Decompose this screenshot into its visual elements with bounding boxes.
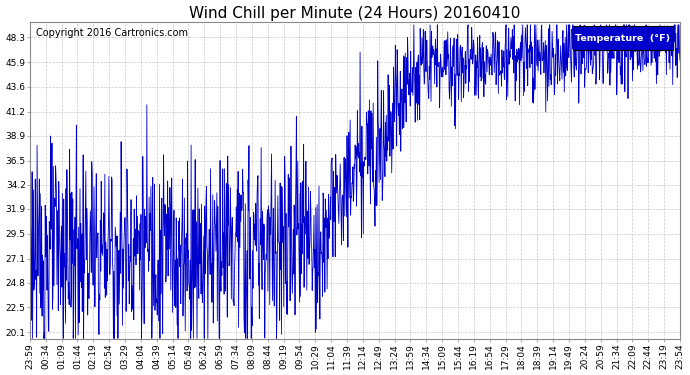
Text: Copyright 2016 Cartronics.com: Copyright 2016 Cartronics.com <box>37 28 188 38</box>
Bar <box>573 27 673 50</box>
Title: Wind Chill per Minute (24 Hours) 20160410: Wind Chill per Minute (24 Hours) 2016041… <box>189 6 520 21</box>
Text: Temperature  (°F): Temperature (°F) <box>575 34 671 43</box>
